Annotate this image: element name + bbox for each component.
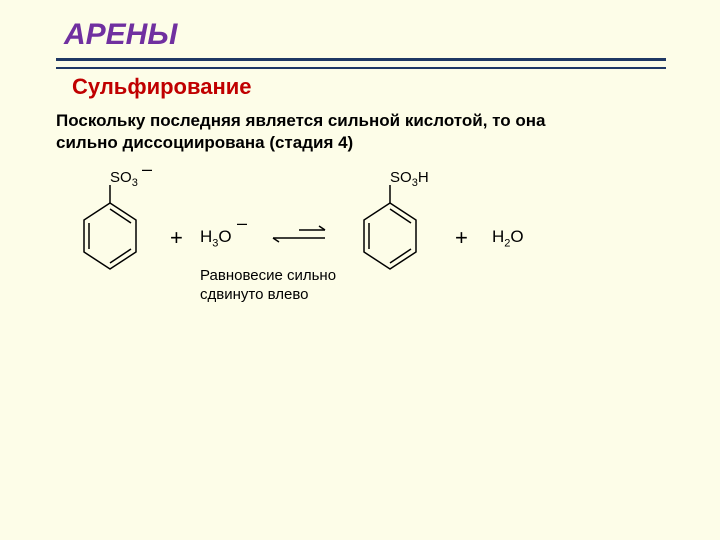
so3h-h: H [418,169,429,186]
h3o-h: H [200,227,212,246]
benzene-ring-right [360,201,420,271]
plus-1: + [170,225,183,251]
left-substituent: SO3 [110,169,138,189]
page-title: АРЕНЫ [64,18,177,52]
body-text: Поскольку последняя является сильной кис… [56,110,545,154]
so3h-so: SO [390,169,412,186]
so-sub: 3 [132,177,138,189]
note-line-1: Равновесие сильно [200,267,336,284]
section-subtitle: Сульфирование [72,74,252,100]
body-line-1: Поскольку последняя является сильной кис… [56,111,545,130]
note-line-2: сдвинуто влево [200,286,308,303]
title-divider [56,58,666,69]
benzene-ring-left [80,201,140,271]
h2o-h: H [492,227,504,246]
plus-2: + [455,225,468,251]
h2o-o: O [510,227,523,246]
equilibrium-note: Равновесие сильно сдвинуто влево [200,267,336,305]
reagent-h3o: H3O [200,227,232,249]
left-charge: – [142,159,152,180]
product-h2o: H2O [492,227,524,249]
right-substituent: SO3H [390,169,429,189]
reaction-scheme: SO3 – + H3O – SO3H [80,165,640,345]
body-line-2: сильно диссоциирована (стадия 4) [56,133,353,152]
so-text: SO [110,169,132,186]
h3o-o: O [218,227,231,246]
h3o-charge: – [237,213,247,234]
equilibrium-arrows [265,223,335,247]
